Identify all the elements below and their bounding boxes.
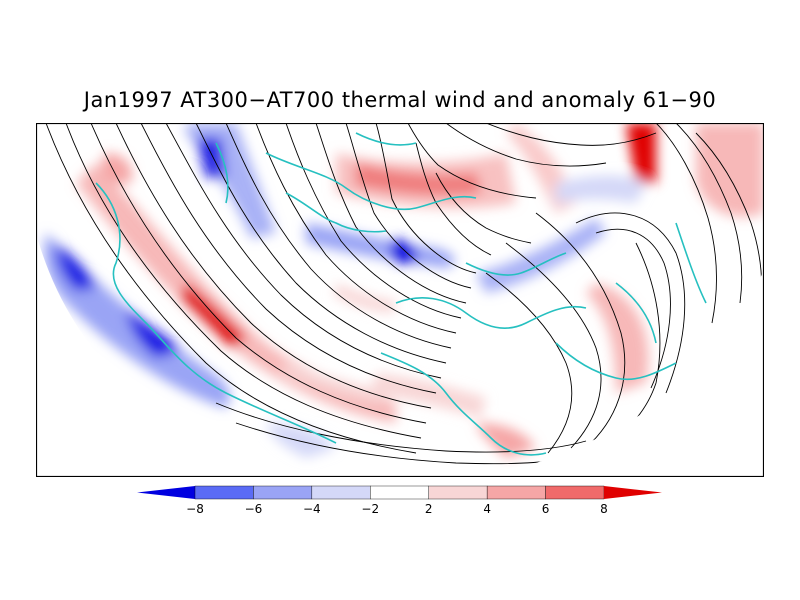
colorbar-tick-label: −4 bbox=[303, 502, 321, 516]
map-border bbox=[36, 123, 764, 477]
colorbar-swatch bbox=[486, 485, 546, 500]
colorbar-swatch bbox=[370, 485, 429, 500]
map-canvas bbox=[36, 123, 764, 477]
thermal-wind-streamlines bbox=[45, 123, 763, 465]
colorbar-tick-label: −2 bbox=[361, 502, 379, 516]
colorbar-swatch bbox=[428, 485, 488, 500]
colorbar-tick-label: 6 bbox=[542, 502, 550, 516]
colorbar-swatch bbox=[253, 485, 313, 500]
colorbar-swatch bbox=[545, 485, 605, 500]
colorbar-swatch bbox=[137, 486, 195, 499]
colorbar-tick-label: 8 bbox=[600, 502, 608, 516]
map-frame bbox=[36, 123, 764, 477]
colorbar-tick-label: 2 bbox=[425, 502, 433, 516]
colorbar-swatch bbox=[311, 485, 371, 500]
coastlines bbox=[95, 132, 707, 456]
colorbar-swatch bbox=[194, 485, 254, 500]
colorbar-tick-label: −6 bbox=[245, 502, 263, 516]
colorbar-swatch bbox=[604, 486, 662, 499]
colorbar-tick-label: −8 bbox=[186, 502, 204, 516]
colorbar-tick-label: 4 bbox=[483, 502, 491, 516]
anomaly-field bbox=[36, 123, 764, 477]
map-title: Jan1997 AT300−AT700 thermal wind and ano… bbox=[83, 88, 717, 112]
